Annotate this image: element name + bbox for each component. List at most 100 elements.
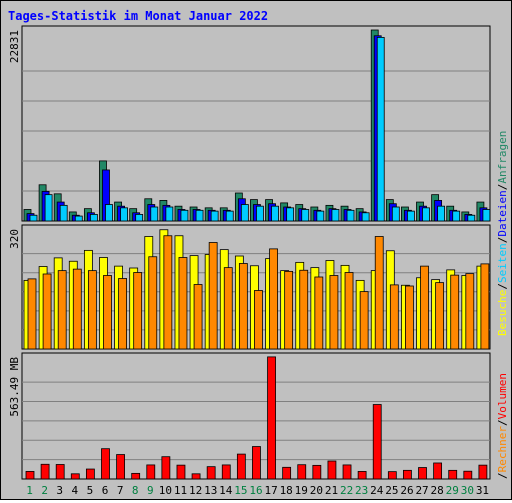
bar-volumen-day-24 <box>372 404 382 480</box>
bar-volumen-day-3 <box>55 464 65 480</box>
bar-seiten-day-7 <box>120 207 128 222</box>
legend-separator: / <box>496 419 509 426</box>
day-label-6: 6 <box>102 484 109 497</box>
bar-volumen-day-23 <box>357 471 367 480</box>
bar-rechner-day-24 <box>374 236 384 350</box>
bar-volumen-day-15 <box>236 453 246 480</box>
legend-separator: / <box>496 472 509 479</box>
bar-rechner-day-23 <box>359 291 369 350</box>
bar-volumen-day-17 <box>267 356 276 480</box>
bar-seiten-day-23 <box>361 212 370 222</box>
day-label-25: 25 <box>385 484 398 497</box>
day-label-7: 7 <box>117 484 124 497</box>
bar-rechner-day-22 <box>344 272 354 350</box>
bar-volumen-day-20 <box>312 464 322 480</box>
plot-area <box>21 25 491 222</box>
bar-seiten-day-5 <box>89 214 98 222</box>
bar-rechner-day-30 <box>465 273 475 350</box>
bar-volumen-day-27 <box>418 467 427 480</box>
day-label-19: 19 <box>295 484 308 497</box>
bar-seiten-day-8 <box>135 214 144 222</box>
bar-rechner-day-29 <box>450 274 460 350</box>
legend-rechner: Rechner <box>496 426 509 473</box>
day-label-28: 28 <box>431 484 444 497</box>
legend-top: Besuche/Seiten/Dateien/Anfragen <box>496 131 509 336</box>
day-label-27: 27 <box>415 484 428 497</box>
bar-rechner-day-9 <box>148 256 158 350</box>
bar-rechner-day-8 <box>133 272 143 350</box>
bar-volumen-day-7 <box>116 454 125 480</box>
bar-seiten-day-1 <box>29 214 38 222</box>
bar-seiten-day-22 <box>346 209 355 222</box>
bar-rechner-day-13 <box>208 242 218 350</box>
series-seiten <box>29 37 491 222</box>
bar-volumen-day-5 <box>85 468 95 480</box>
bar-seiten-day-24 <box>376 37 385 222</box>
series-volumen <box>25 356 488 480</box>
bar-seiten-day-28 <box>437 205 446 222</box>
legend-separator: / <box>496 283 509 290</box>
bar-rechner-day-21 <box>329 275 339 350</box>
day-label-11: 11 <box>174 484 187 497</box>
bar-rechner-day-14 <box>223 267 233 350</box>
y-max-label: 563.49 MB <box>8 357 21 417</box>
bar-rechner-day-17 <box>269 248 278 350</box>
bar-seiten-day-18 <box>286 207 295 222</box>
day-label-3: 3 <box>56 484 63 497</box>
vertical-legend: Besuche/Seiten/Dateien/Anfragen/Rechner/… <box>496 131 509 479</box>
day-label-23: 23 <box>355 484 368 497</box>
legend-besuche: Besuche <box>496 290 509 336</box>
bar-volumen-day-31 <box>478 464 488 480</box>
bar-rechner-day-20 <box>314 276 324 350</box>
bar-rechner-day-1 <box>27 278 37 350</box>
day-labels: 1 2 3 4 5 6 7 8 9 10 11 12 13 14 15 16 17 18 19 20 21 22 23 24 2… <box>26 484 489 497</box>
bar-seiten-day-15 <box>240 204 249 222</box>
bar-volumen-day-6 <box>101 448 110 480</box>
day-label-8: 8 <box>132 484 139 497</box>
day-label-9: 9 <box>147 484 154 497</box>
day-label-30: 30 <box>461 484 474 497</box>
legend-dateien: Dateien <box>496 190 509 236</box>
y-max-label: 320 <box>8 229 21 249</box>
visits-panel: 320 <box>8 224 491 350</box>
bar-rechner-day-3 <box>57 270 67 350</box>
day-label-21: 21 <box>325 484 338 497</box>
legend-separator: / <box>496 237 509 244</box>
bar-seiten-day-19 <box>301 209 310 222</box>
bar-seiten-day-26 <box>407 210 415 222</box>
bar-seiten-day-13 <box>210 210 219 222</box>
bar-volumen-day-22 <box>342 464 352 480</box>
bar-seiten-day-29 <box>452 210 461 222</box>
day-label-31: 31 <box>476 484 489 497</box>
day-label-20: 20 <box>310 484 323 497</box>
bar-volumen-day-21 <box>327 460 337 480</box>
bar-rechner-day-19 <box>299 269 309 350</box>
bar-rechner-day-5 <box>87 270 97 350</box>
day-label-5: 5 <box>87 484 94 497</box>
bar-seiten-day-14 <box>225 210 234 222</box>
bar-volumen-day-12 <box>191 473 201 480</box>
bar-seiten-day-31 <box>482 209 491 222</box>
bar-seiten-day-10 <box>165 206 174 222</box>
bar-seiten-day-16 <box>256 205 264 222</box>
bar-rechner-day-7 <box>118 278 127 350</box>
bar-seiten-day-17 <box>271 205 279 222</box>
bar-volumen-day-2 <box>40 463 50 480</box>
day-label-18: 18 <box>280 484 293 497</box>
bar-rechner-day-11 <box>178 257 188 350</box>
bar-volumen-day-19 <box>297 464 307 480</box>
bar-rechner-day-2 <box>42 273 52 350</box>
bar-volumen-day-1 <box>25 471 35 480</box>
day-label-10: 10 <box>159 484 172 497</box>
bar-rechner-day-15 <box>238 263 248 350</box>
day-label-17: 17 <box>264 484 277 497</box>
bar-seiten-day-21 <box>331 209 340 222</box>
bar-volumen-day-16 <box>252 446 261 480</box>
bar-seiten-day-12 <box>195 209 204 222</box>
bar-seiten-day-30 <box>467 214 476 222</box>
bar-volumen-day-4 <box>70 473 80 480</box>
requests-panel: 22831 <box>8 25 491 222</box>
bar-rechner-day-16 <box>254 290 263 350</box>
